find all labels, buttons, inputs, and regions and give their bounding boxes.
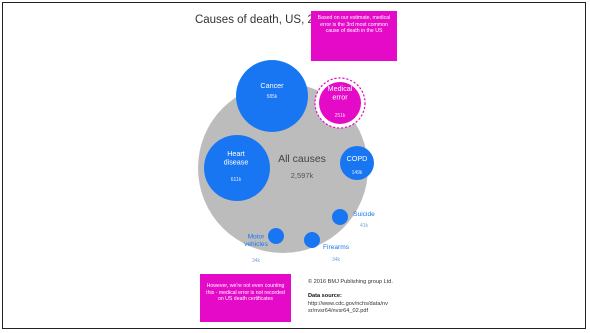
firearms-label: Firearms <box>323 244 350 251</box>
medical-error-value: 251k <box>335 113 346 119</box>
suicide-bubble <box>332 209 348 225</box>
cause-bubbles: Cancer 585k Medical error 251k Heart disease 61… <box>204 60 375 264</box>
cancer-label: Cancer <box>260 81 284 90</box>
all-causes-bubble <box>198 83 368 253</box>
medical-error-label: Medical error <box>328 84 353 101</box>
copd-bubble <box>340 146 374 180</box>
medical-error-bubble <box>319 82 361 124</box>
copd-value: 149k <box>352 170 363 176</box>
heart-disease-bubble <box>204 135 270 201</box>
firearms-bubble <box>304 232 320 248</box>
counting-note: However, we're not even counting this - … <box>200 274 291 322</box>
cancer-value: 585k <box>267 94 278 100</box>
heart-disease-label: Heart disease <box>224 149 249 166</box>
suicide-label: Suicide <box>353 211 375 218</box>
motor-vehicles-label: Motor vehicles <box>244 233 269 248</box>
chart-title: Causes of death, US, 2013 <box>195 14 333 26</box>
source-label: Data source: <box>308 293 342 299</box>
heart-disease-value: 611k <box>231 177 242 183</box>
all-causes-label: All causes <box>278 153 326 165</box>
motor-vehicles-value: 34k <box>252 258 261 264</box>
firearms-value: 34k <box>332 257 341 263</box>
figure-frame <box>2 2 586 329</box>
motor-vehicles-bubble <box>268 228 284 244</box>
cancer-bubble <box>236 60 308 132</box>
credit-line: © 2016 BMJ Publishing group Ltd. <box>308 279 393 285</box>
source-url[interactable]: http://www.cdc.gov/nchs/data/nvsr/nvsr64… <box>308 301 388 315</box>
copd-label: COPD <box>347 154 368 163</box>
all-causes-value: 2,597k <box>291 171 314 180</box>
suicide-value: 41k <box>360 223 369 229</box>
estimate-note: Based on our estimate, medical error is … <box>311 11 397 61</box>
